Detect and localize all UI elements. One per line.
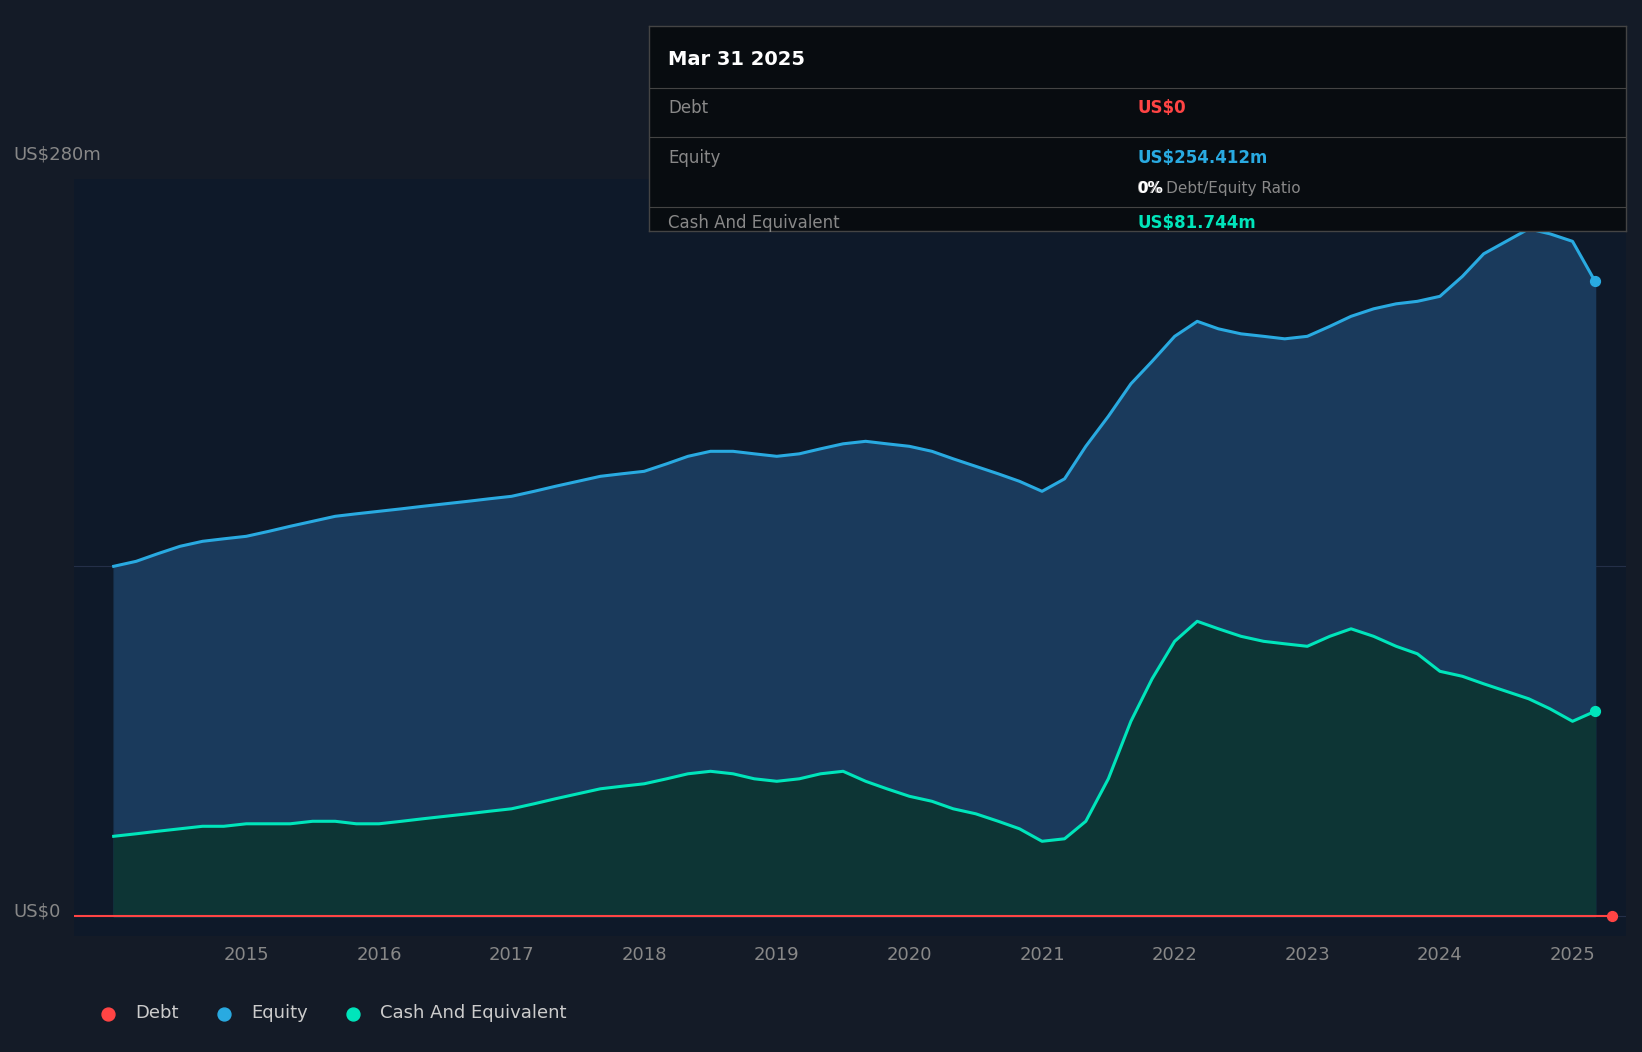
Legend: Debt, Equity, Cash And Equivalent: Debt, Equity, Cash And Equivalent (82, 997, 573, 1030)
Text: US$0: US$0 (1136, 99, 1186, 118)
Text: 0%: 0% (1136, 181, 1163, 196)
Text: US$0: US$0 (13, 903, 61, 920)
Point (1599, 908, 1626, 925)
Point (1581, 703, 1608, 720)
Text: Equity: Equity (668, 148, 721, 166)
Text: Cash And Equivalent: Cash And Equivalent (668, 215, 839, 232)
Text: Debt: Debt (668, 99, 708, 118)
Text: 0% Debt/Equity Ratio: 0% Debt/Equity Ratio (1136, 181, 1300, 196)
Text: Mar 31 2025: Mar 31 2025 (668, 49, 805, 68)
Text: US$254.412m: US$254.412m (1136, 148, 1268, 166)
Text: US$81.744m: US$81.744m (1136, 215, 1256, 232)
Text: US$280m: US$280m (13, 145, 100, 163)
Point (1581, 272, 1608, 289)
